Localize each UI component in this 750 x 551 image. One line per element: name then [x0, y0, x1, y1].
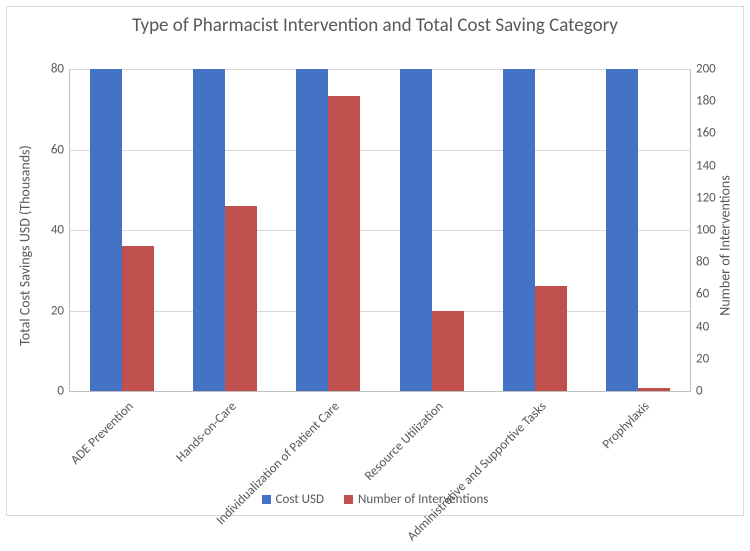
legend-item: Number of Interventions: [344, 492, 488, 507]
y2-tick-label: 0: [696, 384, 736, 399]
bar-cost-usd: [400, 69, 432, 391]
y2-tick-label: 20: [696, 351, 736, 366]
chart-title: Type of Pharmacist Intervention and Tota…: [7, 15, 743, 38]
y2-tick-label: 180: [696, 94, 736, 109]
bar-cost-usd: [606, 69, 638, 391]
bar-cost-usd: [90, 69, 122, 391]
bar-number-of-interventions: [432, 311, 464, 392]
y1-tick-label: 60: [24, 142, 64, 157]
y2-tick-label: 100: [696, 223, 736, 238]
bar-number-of-interventions: [225, 206, 257, 391]
legend-label: Number of Interventions: [358, 492, 488, 507]
grid-line: [70, 69, 690, 70]
y1-tick-label: 0: [24, 384, 64, 399]
y2-tick-label: 140: [696, 158, 736, 173]
bar-cost-usd: [503, 69, 535, 391]
bar-number-of-interventions: [122, 246, 154, 391]
y2-tick-label: 160: [696, 126, 736, 141]
bar-number-of-interventions: [535, 286, 567, 391]
plot-area: 020406080020406080100120140160180200ADE …: [69, 69, 691, 392]
grid-line: [70, 311, 690, 312]
legend-swatch: [262, 495, 271, 504]
legend: Cost USD Number of Interventions: [7, 492, 743, 507]
y2-tick-label: 40: [696, 319, 736, 334]
bar-number-of-interventions: [638, 388, 670, 391]
y1-axis-title: Total Cost Savings USD (Thousands): [17, 76, 34, 416]
bar-cost-usd: [296, 69, 328, 391]
y2-tick-label: 60: [696, 287, 736, 302]
bar-number-of-interventions: [328, 96, 360, 391]
y2-tick-label: 80: [696, 255, 736, 270]
legend-swatch: [344, 495, 353, 504]
bar-cost-usd: [193, 69, 225, 391]
legend-label: Cost USD: [276, 492, 324, 507]
grid-line: [70, 150, 690, 151]
legend-item: Cost USD: [262, 492, 324, 507]
y2-tick-label: 200: [696, 62, 736, 77]
y2-tick-label: 120: [696, 190, 736, 205]
grid-line: [70, 230, 690, 231]
y1-tick-label: 40: [24, 223, 64, 238]
y1-tick-label: 80: [24, 62, 64, 77]
chart-frame: Type of Pharmacist Intervention and Tota…: [6, 6, 744, 516]
y1-tick-label: 20: [24, 303, 64, 318]
